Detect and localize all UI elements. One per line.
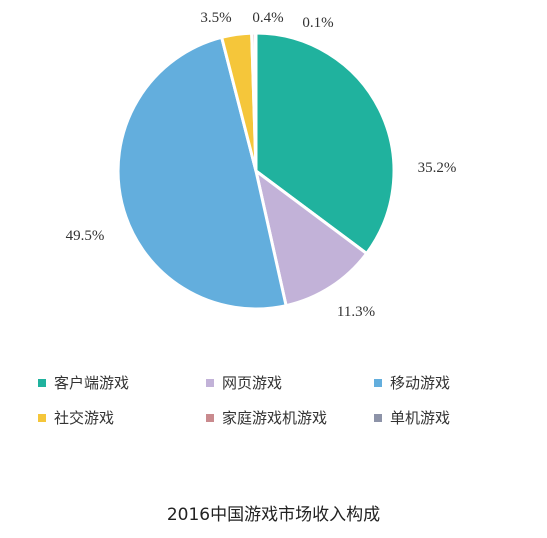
legend-label: 网页游戏 bbox=[222, 374, 283, 392]
legend-swatch bbox=[38, 378, 46, 387]
slice-mobile-games bbox=[116, 35, 288, 311]
legend-label: 客户端游戏 bbox=[54, 374, 130, 392]
legend-swatch bbox=[374, 378, 382, 387]
legend-swatch bbox=[206, 378, 214, 387]
legend-label: 社交游戏 bbox=[54, 409, 115, 427]
slice-client-games bbox=[254, 31, 396, 256]
legend-swatch bbox=[374, 413, 382, 422]
legend: 客户端游戏 网页游戏 移动游戏 社交游戏 家庭游戏机游戏 单机游戏 bbox=[38, 372, 508, 428]
legend-label: 家庭游戏机游戏 bbox=[222, 409, 328, 427]
pie-slices bbox=[116, 31, 396, 311]
chart-title: 2016中国游戏市场收入构成 bbox=[166, 505, 381, 525]
legend-item-standalone-games: 单机游戏 bbox=[374, 407, 508, 428]
label-mobile-games: 49.5% bbox=[66, 228, 105, 244]
label-console-games: 0.4% bbox=[252, 10, 283, 26]
pie-chart: 35.2% 11.3% 49.5% 3.5% 0.4% 0.1% bbox=[66, 10, 457, 320]
legend-item-social-games: 社交游戏 bbox=[38, 407, 206, 428]
legend-item-console-games: 家庭游戏机游戏 bbox=[206, 407, 374, 428]
slice-web-games bbox=[254, 169, 369, 308]
slice-standalone-games bbox=[253, 31, 258, 173]
pie-labels: 35.2% 11.3% 49.5% 3.5% 0.4% 0.1% bbox=[66, 10, 457, 320]
legend-label: 移动游戏 bbox=[390, 374, 451, 392]
legend-label: 单机游戏 bbox=[390, 409, 451, 427]
legend-swatch bbox=[206, 413, 214, 422]
label-web-games: 11.3% bbox=[337, 304, 375, 320]
label-client-games: 35.2% bbox=[418, 160, 457, 176]
legend-item-client-games: 客户端游戏 bbox=[38, 372, 206, 393]
label-social-games: 3.5% bbox=[200, 10, 231, 26]
legend-item-web-games: 网页游戏 bbox=[206, 372, 374, 393]
legend-item-mobile-games: 移动游戏 bbox=[374, 372, 508, 393]
legend-swatch bbox=[38, 413, 46, 422]
label-standalone-games: 0.1% bbox=[302, 15, 333, 31]
